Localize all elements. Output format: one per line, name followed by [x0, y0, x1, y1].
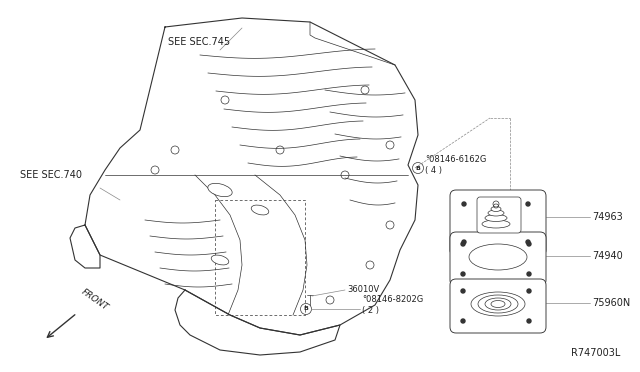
Circle shape: [462, 202, 466, 206]
Ellipse shape: [485, 298, 511, 310]
Text: FRONT: FRONT: [80, 287, 110, 312]
Text: °08146-8202G
( 2 ): °08146-8202G ( 2 ): [362, 295, 423, 315]
Ellipse shape: [469, 244, 527, 270]
Text: SEE SEC.740: SEE SEC.740: [20, 170, 82, 180]
Ellipse shape: [493, 204, 499, 208]
Text: 36010V: 36010V: [347, 285, 380, 294]
Text: R747003L: R747003L: [571, 348, 620, 358]
Ellipse shape: [211, 255, 228, 265]
Ellipse shape: [491, 206, 501, 212]
FancyBboxPatch shape: [450, 190, 546, 256]
Circle shape: [461, 272, 465, 276]
Circle shape: [461, 242, 465, 246]
Ellipse shape: [488, 210, 504, 216]
Circle shape: [526, 202, 530, 206]
FancyBboxPatch shape: [477, 197, 521, 233]
Ellipse shape: [471, 292, 525, 316]
Ellipse shape: [208, 183, 232, 197]
Text: B: B: [415, 166, 420, 170]
Circle shape: [461, 289, 465, 293]
Text: 75960N: 75960N: [592, 298, 630, 308]
Circle shape: [527, 242, 531, 246]
Text: SEE SEC.745: SEE SEC.745: [168, 37, 230, 47]
Circle shape: [527, 272, 531, 276]
Circle shape: [461, 319, 465, 323]
Ellipse shape: [485, 215, 507, 221]
FancyBboxPatch shape: [450, 279, 546, 333]
Circle shape: [527, 319, 531, 323]
Ellipse shape: [482, 220, 510, 228]
Ellipse shape: [478, 295, 518, 313]
Text: 74963: 74963: [592, 212, 623, 222]
Ellipse shape: [252, 205, 269, 215]
Text: 74940: 74940: [592, 251, 623, 261]
Circle shape: [527, 289, 531, 293]
FancyBboxPatch shape: [450, 232, 546, 286]
Ellipse shape: [491, 301, 505, 308]
Circle shape: [526, 240, 530, 244]
Circle shape: [462, 240, 466, 244]
Text: °08146-6162G
( 4 ): °08146-6162G ( 4 ): [425, 155, 486, 175]
Text: B: B: [303, 307, 308, 311]
